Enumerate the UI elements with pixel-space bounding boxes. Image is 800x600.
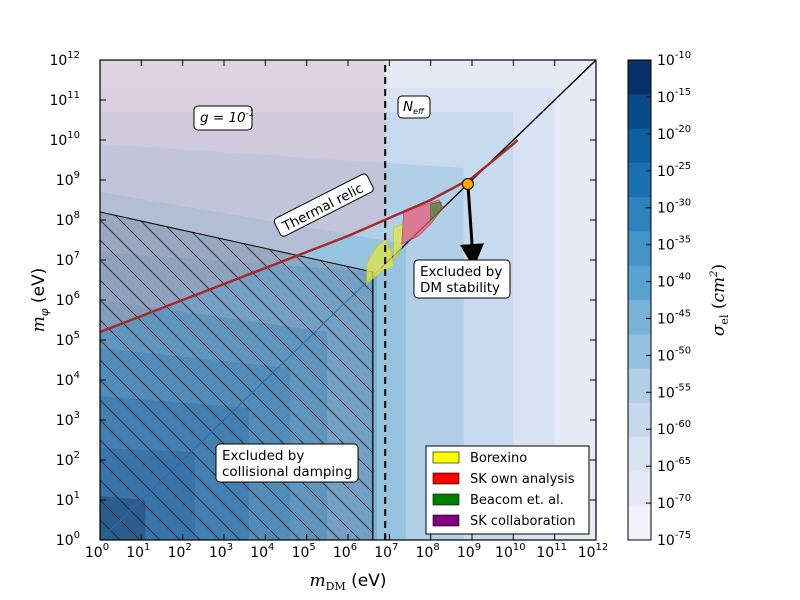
colorbar-segment [628,231,651,267]
x-tick-label: 105 [292,542,316,561]
x-tick-label: 1011 [536,542,567,561]
colorbar-segment [628,402,651,438]
colorbar-tick-label: 10-50 [657,345,691,364]
x-tick-label: 106 [333,542,357,561]
coupling-box [193,105,253,131]
colorbar-tick-label: 10-35 [657,235,691,254]
colorbar-segment [628,437,651,472]
y-tick-label: 1010 [49,130,80,149]
colorbar-tick-label: 10-55 [657,382,691,401]
y-tick-label: 100 [56,530,80,549]
colorbar-tick-label: 10-30 [657,198,691,217]
x-axis-label: mDM (eV) [310,571,387,593]
x-tick-label: 102 [168,542,192,561]
y-tick-label: 104 [56,370,80,389]
coupling-text: g = 10-1 [200,109,255,126]
stability-label-text: Excluded by [420,264,502,280]
legend-swatch [432,493,460,506]
colorbar-segment [628,505,651,541]
borexino-region [366,239,394,285]
stability-arrow [460,183,485,268]
thermal-relic-label-box [273,173,374,237]
colorbar-segment [628,265,651,301]
y-tick-label: 102 [56,450,80,469]
y-tick-label: 103 [56,410,80,429]
legend-label: SK own analysis [470,472,575,487]
x-tick-label: 103 [209,542,233,561]
damping-label-text: Excluded by [222,448,304,464]
neff-text: Neff [403,99,425,116]
legend-label: Borexino [470,451,527,466]
y-tick-label: 109 [56,170,80,189]
colorbar-segment [628,300,651,335]
damping-label-text: collisional damping [222,464,352,480]
colorbar-tick-label: 10-15 [657,87,691,106]
neff-label: Neff [397,95,431,119]
y-tick-label: 1011 [49,90,80,109]
x-tick-label: 101 [126,542,150,561]
colorbar-segment [628,60,651,95]
colorbar-tick-label: 10-70 [657,493,691,512]
x-tick-label: 104 [250,542,274,561]
y-tick-label: 1012 [49,50,80,69]
colorbar-label: σel (cm2) [709,264,731,336]
colorbar-segment [628,334,651,370]
stability-label-text: DM stability [420,280,500,296]
colorbar-segment [628,197,651,232]
colorbar-segment [628,94,651,130]
diagonal-line-inner [100,267,382,540]
legend-swatch [432,472,460,485]
y-tick-label: 108 [56,210,80,229]
damping-label-box [215,443,359,483]
x-tick-label: 100 [85,542,109,561]
neff-box [397,95,431,119]
x-tick-label: 1012 [578,542,609,561]
x-tick-label: 1010 [495,542,526,561]
colorbar-tick-label: 10-20 [657,124,691,143]
colorbar-tick-label: 10-60 [657,419,691,438]
legend: Borexino SK own analysis Beacom et. al. SK … [425,445,590,535]
y-axis-label: mφ (eV) [29,268,51,333]
colorbar-frame [627,59,652,541]
legend-swatch [432,451,460,464]
colorbar-tick-label: 10-75 [657,530,691,549]
colorbar-tick-label: 10-45 [657,308,691,327]
y-tick-label: 101 [56,490,80,509]
legend-label: Beacom et. al. [470,493,564,508]
benchmark-point [461,178,474,190]
colorbar-tick-label: 10-10 [657,50,691,69]
legend-swatch [432,514,460,527]
y-tick-label: 106 [56,290,80,309]
thermal-relic-curve [100,139,519,334]
beacom-region [430,201,442,221]
legend-label: SK collaboration [470,514,576,529]
colorbar-tick-label: 10-65 [657,456,691,475]
colorbar-tick-label: 10-40 [657,272,691,291]
axes: 100 101 102 103 104 105 106 107 108 109 1010 1011 10… [29,50,608,593]
y-tick-label: 105 [56,330,80,349]
stability-label-box [413,259,511,299]
x-tick-label: 107 [374,542,398,561]
colorbar-segment [628,162,651,198]
colorbar-segment [628,128,651,164]
colorbar-segment [628,471,651,507]
x-tick-label: 109 [457,542,481,561]
colorbar-segment [628,368,651,404]
x-tick-label: 108 [416,542,440,561]
coupling-label: g = 10-1 [193,105,255,131]
colorbar: 10-10 10-15 10-20 10-25 10-30 10-35 10-40 10-45… [627,50,731,549]
y-tick-label: 107 [56,250,80,269]
colorbar-tick-label: 10-25 [657,161,691,180]
